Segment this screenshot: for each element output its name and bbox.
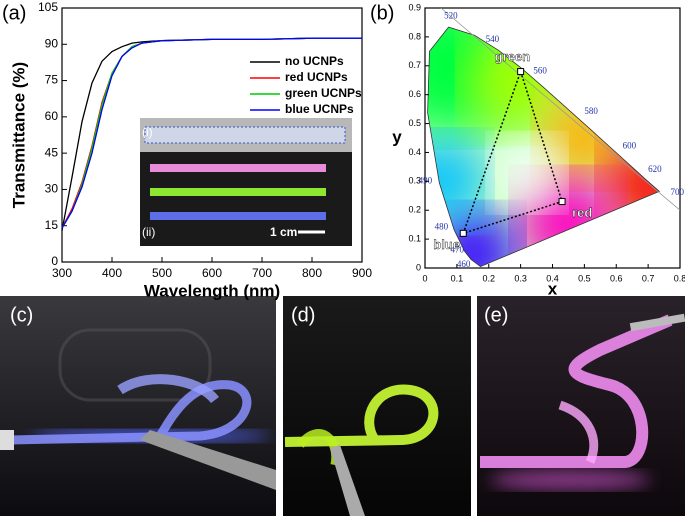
x-tick-label: 0.7 bbox=[642, 273, 655, 283]
wavelength-label: 480 bbox=[435, 222, 449, 232]
y-tick-label: 90 bbox=[45, 36, 59, 50]
y-tick-label: 105 bbox=[38, 0, 58, 14]
legend-label: no UCNPs bbox=[285, 54, 344, 68]
y-tick-label: 0.2 bbox=[408, 205, 421, 215]
y-tick-label: 30 bbox=[45, 182, 59, 196]
legend-label: blue UCNPs bbox=[285, 102, 354, 116]
photo-e bbox=[477, 296, 685, 516]
annotation: (ii) bbox=[142, 225, 155, 239]
wavelength-label: 470 bbox=[451, 245, 465, 255]
y-tick-label: 15 bbox=[45, 218, 59, 232]
x-tick-label: 0.8 bbox=[674, 273, 685, 283]
y-tick-label: 0.7 bbox=[408, 60, 421, 70]
y-axis-label: Transmittance (%) bbox=[9, 62, 28, 208]
y-axis-label: y bbox=[392, 127, 402, 146]
y-tick-label: 45 bbox=[45, 145, 59, 159]
point bbox=[517, 68, 525, 76]
wavelength-label: 580 bbox=[584, 106, 598, 116]
inset-glow bbox=[150, 164, 326, 172]
cie-outline bbox=[427, 26, 661, 268]
x-axis-label: Wavelength (nm) bbox=[144, 281, 280, 300]
inset-film bbox=[144, 126, 346, 144]
cie-glow bbox=[427, 136, 486, 227]
y-tick-label: 0.3 bbox=[408, 176, 421, 186]
inset-glow bbox=[150, 212, 326, 220]
photo-d bbox=[283, 296, 471, 516]
inset-photo: (i) (ii) 1 cm bbox=[140, 118, 352, 246]
y-tick-label: 0.1 bbox=[408, 233, 421, 243]
x-tick-label: 700 bbox=[252, 266, 272, 280]
wavelength-label: 520 bbox=[444, 11, 458, 21]
x-tick-label: 0.1 bbox=[451, 273, 464, 283]
y-tick-label: 0.9 bbox=[408, 2, 421, 12]
point-label: blue bbox=[433, 237, 460, 252]
point-label: green bbox=[495, 49, 530, 64]
x-axis-label: x bbox=[548, 279, 558, 298]
y-tick-label: 0.8 bbox=[408, 31, 421, 41]
photo-c bbox=[0, 296, 276, 516]
wavelength-label: 460 bbox=[457, 259, 471, 269]
y-tick-label: 0 bbox=[416, 262, 421, 272]
panel-label: (e) bbox=[484, 304, 508, 326]
panel-label: (c) bbox=[10, 304, 33, 326]
x-tick-label: 600 bbox=[202, 266, 222, 280]
line bbox=[61, 37, 362, 229]
wavelength-label: 600 bbox=[623, 141, 637, 151]
y-tick-label: 75 bbox=[45, 73, 59, 87]
y-tick-label: 0.6 bbox=[408, 89, 421, 99]
y-tick-label: 60 bbox=[45, 109, 59, 123]
legend-label: red UCNPs bbox=[285, 70, 348, 84]
x-tick-label: 0.4 bbox=[546, 273, 559, 283]
x-tick-label: 900 bbox=[352, 266, 372, 280]
y-tick-label: 0 bbox=[51, 254, 58, 268]
x-tick-label: 0.5 bbox=[578, 273, 591, 283]
cie-tangent bbox=[440, 7, 681, 211]
panel-label: (a) bbox=[2, 2, 26, 24]
x-tick-label: 400 bbox=[102, 266, 122, 280]
y-tick-label: 0.4 bbox=[408, 147, 421, 157]
wavelength-label: 490 bbox=[419, 175, 433, 185]
y-tick-label: 0.5 bbox=[408, 118, 421, 128]
panel-label: (b) bbox=[370, 2, 394, 24]
point bbox=[558, 198, 566, 206]
x-tick-label: 300 bbox=[52, 266, 72, 280]
annotation: (i) bbox=[142, 125, 153, 139]
x-tick-label: 0 bbox=[422, 273, 427, 283]
x-tick-label: 0.2 bbox=[482, 273, 495, 283]
wavelength-label: 560 bbox=[533, 66, 547, 76]
point-label: red bbox=[572, 205, 592, 220]
x-tick-label: 800 bbox=[302, 266, 322, 280]
x-tick-label: 0.3 bbox=[514, 273, 527, 283]
annotation: 1 cm bbox=[270, 225, 297, 239]
gamut-triangle bbox=[462, 69, 564, 235]
inset-glow bbox=[150, 188, 326, 196]
cie-glow bbox=[492, 137, 562, 208]
legend-label: green UCNPs bbox=[285, 86, 362, 100]
panel-label: (d) bbox=[291, 304, 315, 326]
x-tick-label: 500 bbox=[152, 266, 172, 280]
wavelength-label: 620 bbox=[648, 164, 662, 174]
wavelength-label: 700 bbox=[670, 187, 684, 197]
wavelength-label: 540 bbox=[486, 34, 500, 44]
x-tick-label: 0.6 bbox=[610, 273, 623, 283]
point bbox=[459, 229, 467, 237]
